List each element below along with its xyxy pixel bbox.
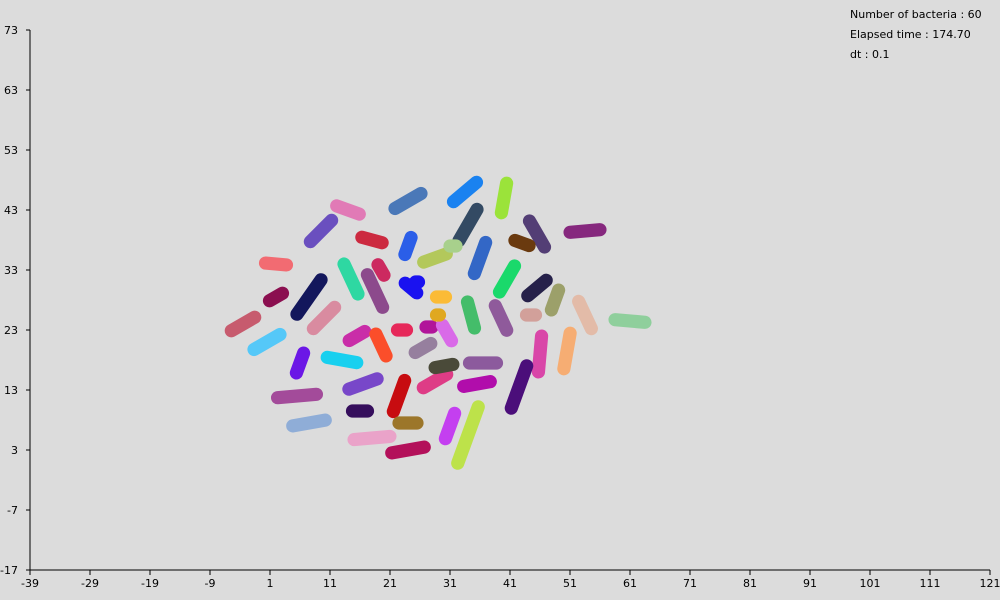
bacterium-cell <box>457 375 497 393</box>
bacterium-cell <box>342 372 384 396</box>
x-tick-label: 71 <box>683 577 697 590</box>
bacterium-cell <box>531 329 549 379</box>
bacteria-count-label: Number of bacteria : 60 <box>850 8 982 21</box>
bacterium-cell <box>416 367 454 395</box>
bacterium-cell <box>270 387 324 405</box>
bacterium-cell <box>290 273 328 321</box>
bacterium-cell <box>417 247 453 269</box>
bacterium-cell <box>247 327 287 357</box>
x-tick-label: 1 <box>267 577 274 590</box>
y-tick-label: 53 <box>4 144 18 157</box>
simulation-info-panel: Number of bacteria : 60 Elapsed time : 17… <box>850 5 982 65</box>
x-tick-label: 111 <box>920 577 941 590</box>
bacterium-cell <box>494 176 514 220</box>
y-tick-label: 73 <box>4 24 18 37</box>
x-tick-label: 101 <box>860 577 881 590</box>
bacterium-cell <box>337 257 365 301</box>
bacterium-cell <box>435 318 459 348</box>
y-tick-label: 33 <box>4 264 18 277</box>
bacterium-cell <box>388 186 428 216</box>
y-tick-label: 13 <box>4 384 18 397</box>
bacterium-cell <box>451 400 485 470</box>
x-tick-label: 41 <box>503 577 517 590</box>
y-tick-label: -7 <box>7 504 18 517</box>
bacterium-cell <box>467 235 493 281</box>
x-tick-label: 121 <box>980 577 1000 590</box>
x-axis-ticks: -39 -29 -19 -9 1 11 21 31 41 51 61 71 81 91 101 111 121 <box>21 570 1000 590</box>
y-tick-label: 23 <box>4 324 18 337</box>
elapsed-time-label: Elapsed time : 174.70 <box>850 28 971 41</box>
bacterium-cell <box>492 259 522 299</box>
bacterium-cell <box>428 357 460 375</box>
bacterium-cell <box>544 283 566 317</box>
x-tick-label: -39 <box>21 577 39 590</box>
bacteria-colony <box>224 175 652 470</box>
bacterium-cell <box>320 350 364 370</box>
bacterium-cell <box>360 268 390 314</box>
y-axis-ticks: 73 63 53 43 33 23 13 3 -7 -17 <box>0 24 30 577</box>
bacterium-cell <box>371 258 391 282</box>
bacterium-cell <box>386 373 412 419</box>
y-tick-label: 63 <box>4 84 18 97</box>
bacterium-cell <box>303 213 339 249</box>
bacterium-cell <box>488 299 514 337</box>
bacterium-cell <box>446 175 484 209</box>
bacterium-cell <box>224 310 262 338</box>
bacterium-cell <box>286 413 332 433</box>
bacterium-cell <box>557 326 577 376</box>
x-tick-label: 61 <box>623 577 637 590</box>
x-tick-label: 51 <box>563 577 577 590</box>
x-tick-label: -19 <box>141 577 159 590</box>
bacterium-cell <box>289 346 311 380</box>
bacterium-cell <box>306 300 342 336</box>
x-tick-label: 31 <box>443 577 457 590</box>
bacterium-cell <box>522 214 552 254</box>
bacterium-cell <box>408 336 438 360</box>
y-tick-label: 3 <box>11 444 18 457</box>
x-tick-label: 11 <box>323 577 337 590</box>
bacterium-cell <box>452 202 484 248</box>
x-tick-label: -9 <box>205 577 216 590</box>
bacterium-cell <box>521 273 553 303</box>
bacterium-cell <box>355 230 389 250</box>
bacterium-cell <box>330 199 366 221</box>
bacterium-cell <box>608 313 652 329</box>
x-tick-label: -29 <box>81 577 99 590</box>
bacterium-cell <box>504 359 534 415</box>
dt-label: dt : 0.1 <box>850 48 890 61</box>
bacterium-cell <box>262 286 290 308</box>
bacterium-cell <box>563 223 607 239</box>
bacterium-cell <box>258 256 294 272</box>
bacterium-cell <box>508 233 536 253</box>
x-tick-label: 81 <box>743 577 757 590</box>
bacterium-cell <box>347 429 397 447</box>
x-tick-label: 21 <box>383 577 397 590</box>
bacterium-cell <box>460 295 482 335</box>
y-tick-label: 43 <box>4 204 18 217</box>
bacterium-cell <box>385 440 431 460</box>
bacterium-cell <box>398 230 418 262</box>
x-tick-label: 91 <box>803 577 817 590</box>
bacterium-cell <box>438 406 462 446</box>
bacterium-cell <box>398 276 424 300</box>
y-tick-label: -17 <box>0 564 18 577</box>
bacterium-cell <box>572 294 598 336</box>
bacterium-cell <box>369 327 393 363</box>
bacterium-cell <box>342 324 372 348</box>
